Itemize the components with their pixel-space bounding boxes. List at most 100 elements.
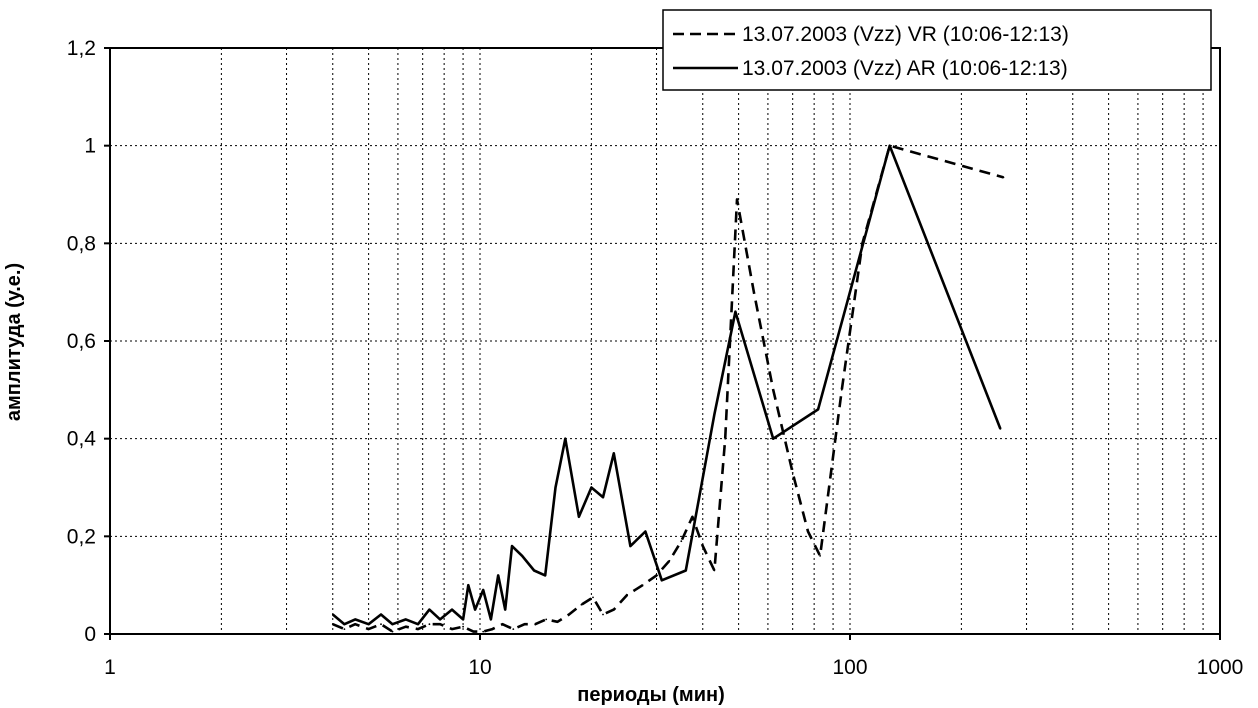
data-point (380, 623, 382, 626)
data-point (888, 144, 891, 147)
data-point (684, 569, 687, 572)
data-point (467, 584, 470, 587)
data-point (380, 613, 382, 616)
data-point (462, 618, 464, 621)
series-line (331, 144, 1002, 626)
data-point (580, 603, 583, 606)
data-point (490, 618, 492, 621)
data-point (354, 623, 357, 626)
data-point (713, 413, 716, 416)
data-point (504, 608, 507, 611)
data-point (521, 555, 524, 557)
data-point (602, 613, 604, 616)
data-point (512, 628, 515, 630)
data-point (472, 630, 475, 633)
legend-box (662, 9, 1212, 91)
x-axis-title: периоды (мин) (577, 684, 725, 706)
data-point (736, 198, 738, 201)
data-point (668, 559, 671, 562)
data-point (602, 496, 604, 499)
data-point (578, 515, 580, 518)
data-point (626, 594, 629, 596)
data-point (691, 515, 694, 518)
data-point (772, 437, 775, 440)
data-point (817, 408, 819, 411)
data-point (660, 579, 663, 582)
data-point (612, 452, 615, 455)
legend-label-ar: 13.07.2003 (Vzz) AR (10:06-12:13) (742, 57, 1068, 80)
data-point (367, 623, 370, 626)
data-point (451, 608, 453, 611)
series-ar (331, 144, 1002, 626)
data-point (734, 310, 737, 313)
data-point (391, 630, 394, 633)
data-point (439, 618, 441, 621)
data-point (554, 486, 557, 489)
data-point (807, 530, 809, 533)
legend: 13.07.2003 (Vzz) VR (10:06-12:13) 13.07.… (662, 9, 1212, 91)
x-tick-label: 100 (832, 656, 867, 679)
data-point (511, 545, 513, 547)
data-point (534, 623, 537, 626)
data-point (428, 623, 431, 626)
data-point (644, 530, 647, 533)
data-point (367, 628, 370, 630)
data-point (819, 555, 821, 557)
x-tick-label: 10 (468, 656, 491, 679)
data-point (491, 628, 494, 630)
series-line (332, 144, 1004, 633)
series-vr (331, 144, 1005, 633)
data-point (592, 596, 594, 599)
data-point (404, 618, 407, 621)
data-point (474, 608, 476, 611)
data-point (680, 540, 683, 543)
data-point (482, 630, 485, 633)
y-axis-title: амплитуда (у.е.) (3, 263, 25, 421)
x-tick-label: 1000 (1197, 656, 1244, 679)
data-point (701, 545, 704, 547)
data-point (343, 628, 346, 630)
data-point (354, 618, 357, 621)
y-tick-label: 0,8 (67, 232, 96, 255)
data-point (590, 486, 593, 489)
data-point (523, 623, 526, 626)
data-point (612, 608, 615, 611)
data-point (417, 623, 419, 626)
data-point (999, 428, 1002, 430)
data-point (404, 625, 407, 628)
data-point (1002, 176, 1005, 179)
axis-ticks: 1 10 100 1000 0 0,2 0,4 0,6 0,8 1 1,2 (67, 37, 1244, 679)
x-tick-label: 1 (104, 656, 116, 679)
data-point (343, 623, 346, 626)
data-point (331, 623, 334, 626)
legend-label-vr: 13.07.2003 (Vzz) VR (10:06-12:13) (742, 23, 1069, 46)
data-point (451, 628, 453, 630)
y-tick-label: 0,6 (67, 330, 96, 353)
y-tick-label: 0,2 (67, 525, 96, 548)
data-point (568, 613, 570, 616)
data-point (439, 623, 441, 626)
data-point (533, 569, 535, 572)
data-point (724, 437, 727, 440)
data-point (556, 620, 559, 623)
y-tick-label: 0 (84, 623, 96, 646)
y-tick-label: 0,4 (67, 428, 97, 451)
data-point (497, 574, 500, 577)
series-lines (331, 144, 1005, 633)
y-tick-label: 1 (84, 135, 96, 158)
data-point (501, 623, 504, 626)
data-point (655, 574, 658, 577)
data-point (564, 437, 567, 440)
data-point (753, 291, 755, 294)
data-point (545, 618, 548, 621)
data-point (791, 472, 794, 474)
data-point (840, 388, 843, 391)
data-point (482, 589, 485, 591)
data-point (772, 388, 775, 391)
data-point (629, 545, 632, 547)
data-point (462, 625, 464, 628)
data-point (331, 613, 334, 616)
y-tick-label: 1,2 (67, 37, 96, 60)
data-point (428, 608, 431, 611)
